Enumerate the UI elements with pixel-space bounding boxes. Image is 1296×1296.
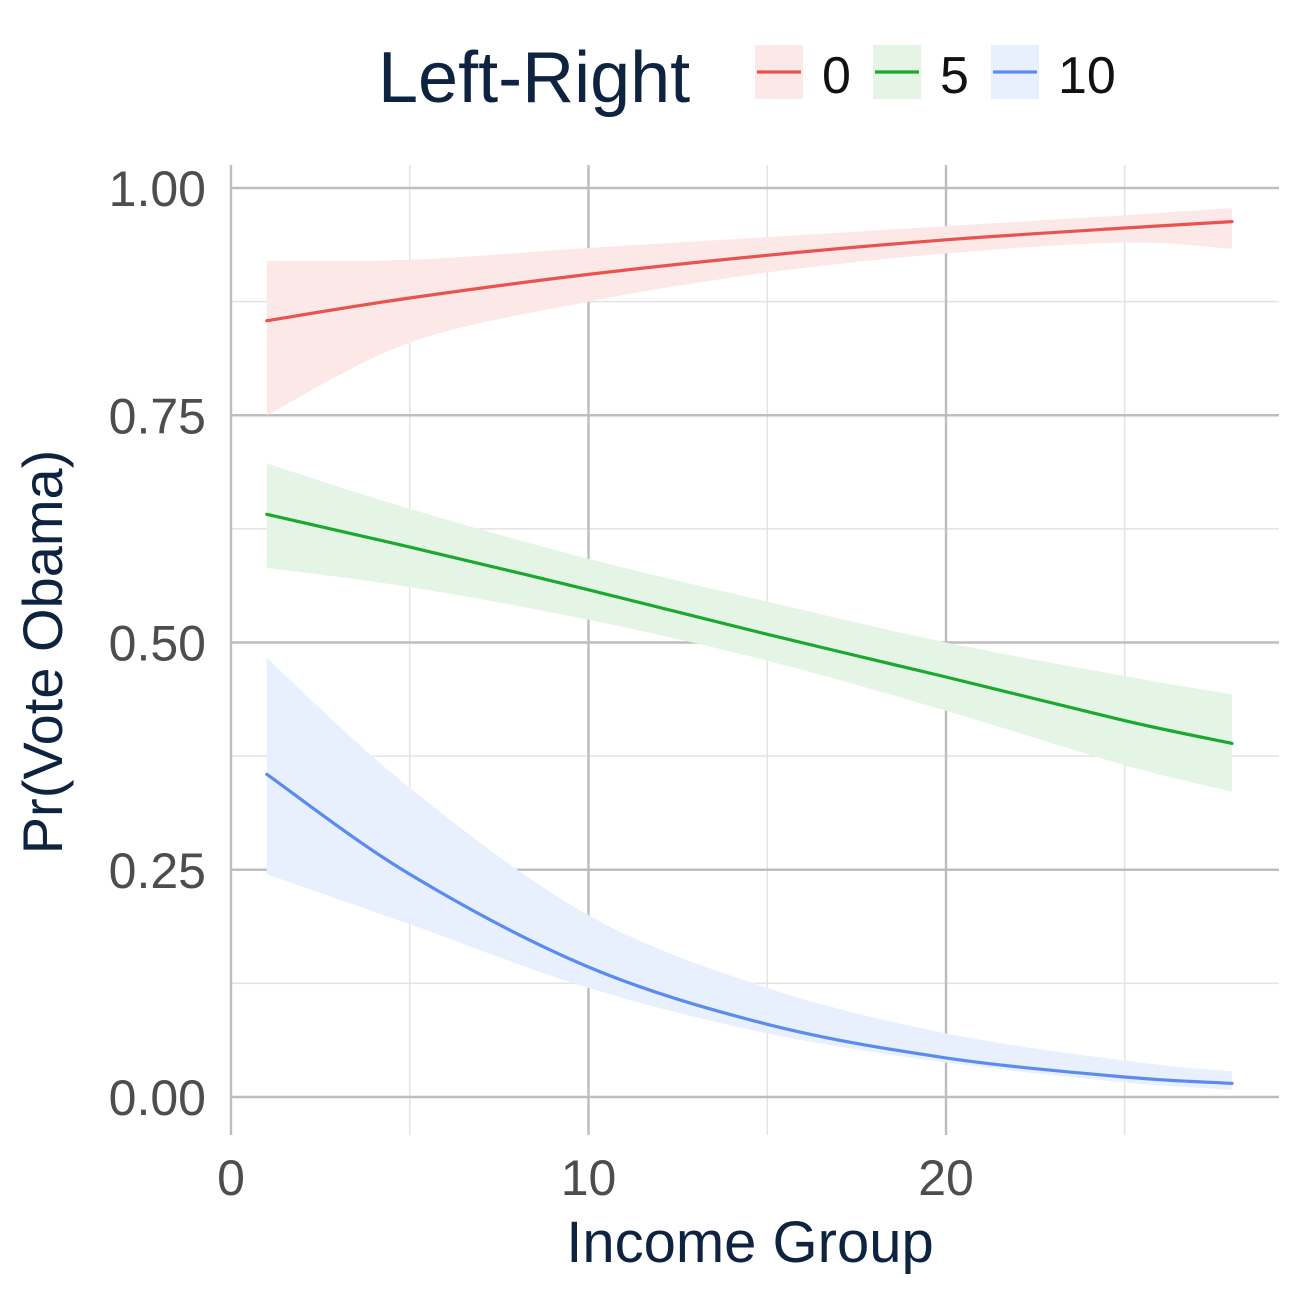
legend-label: 10: [1058, 47, 1116, 105]
x-tick-label: 10: [561, 1150, 617, 1206]
legend: Left-Right 0 5 10: [378, 38, 1116, 118]
y-tick-label: 0.50: [109, 616, 206, 672]
tick-labels: 0.00 0.25 0.50 0.75 1.00 0 10 20: [109, 161, 974, 1206]
band-series-5: [266, 463, 1232, 792]
confidence-bands: [266, 208, 1232, 1090]
legend-item-5: 5: [873, 45, 969, 105]
line-series-0: [265, 220, 1234, 323]
series-lines: [265, 220, 1234, 1085]
legend-title: Left-Right: [378, 38, 690, 118]
y-axis-title: Pr(Vote Obama): [11, 450, 74, 855]
x-tick-label: 20: [918, 1150, 974, 1206]
x-axis-title: Income Group: [566, 1210, 934, 1275]
x-tick-label: 0: [217, 1150, 245, 1206]
legend-item-0: 0: [755, 45, 851, 105]
y-tick-label: 0.00: [109, 1070, 206, 1126]
y-tick-label: 1.00: [109, 161, 206, 217]
band-series-0: [266, 208, 1232, 416]
legend-item-10: 10: [991, 45, 1116, 105]
legend-label: 0: [822, 47, 851, 105]
y-tick-label: 0.75: [109, 388, 206, 444]
line-series-5: [265, 512, 1234, 745]
band-series-10: [266, 658, 1232, 1090]
line-series-10: [265, 772, 1234, 1085]
y-tick-label: 0.25: [109, 843, 206, 899]
legend-label: 5: [940, 47, 969, 105]
